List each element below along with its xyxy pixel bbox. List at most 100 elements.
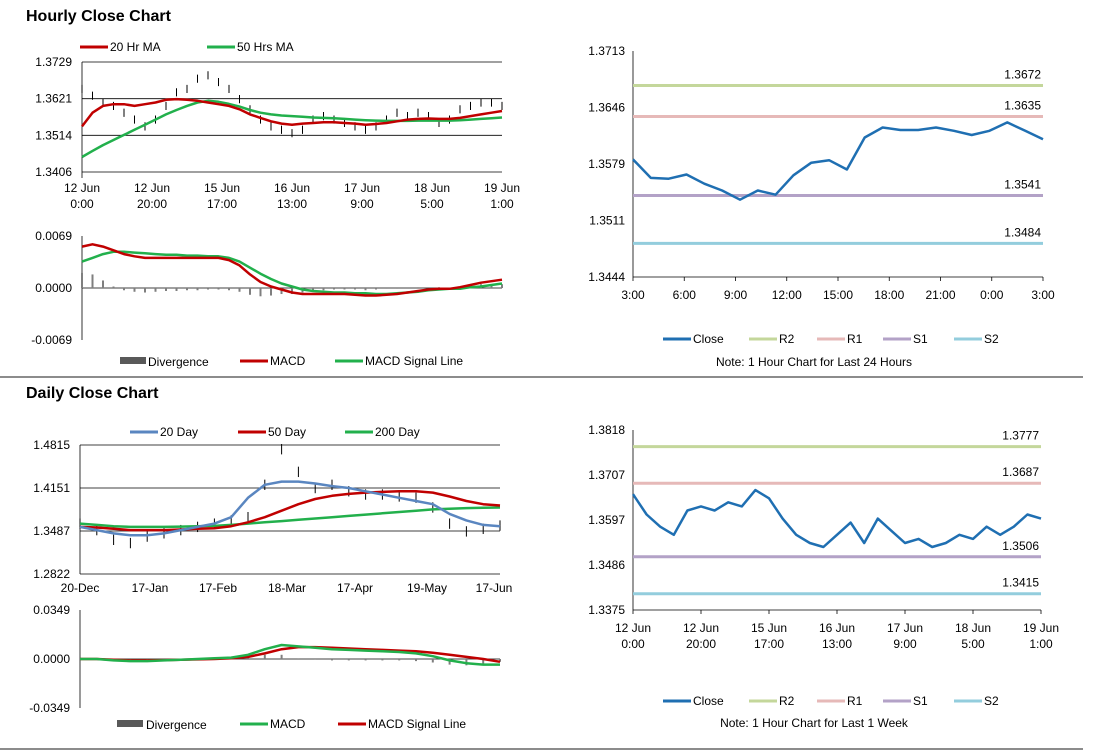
daily-week-xtick-day: 16 Jun: [819, 621, 855, 635]
daily-week-level-label-s1: 1.3506: [1002, 539, 1039, 553]
daily-week-xtick-day: 15 Jun: [751, 621, 787, 635]
hourly-price-xtick-day: 16 Jun: [274, 181, 310, 195]
daily-week-legend-s2-label: S2: [984, 694, 999, 708]
daily-week-xtick-day: 19 Jun: [1023, 621, 1059, 635]
hourly-24h-ytick-3: 1.3511: [589, 214, 625, 228]
daily-section-title: Daily Close Chart: [26, 385, 159, 402]
daily-week-close-line: [631, 488, 1042, 549]
daily-macd-ytick: 0.0000: [33, 652, 70, 666]
daily-price-xtick: 17-Jun: [476, 581, 513, 595]
daily-week-xtick-time: 5:00: [961, 637, 985, 651]
hourly-24h-ytick-2: 1.3579: [588, 157, 625, 171]
daily-legend-divergence-swatch: [117, 720, 143, 727]
daily-price-xtick: 17-Jan: [132, 581, 169, 595]
legend-signal-label: MACD Signal Line: [365, 354, 463, 368]
hourly-24h-xtick: 21:00: [925, 288, 955, 302]
hourly-price-xtick-day: 12 Jun: [64, 181, 100, 195]
legend-20day-label: 20 Day: [160, 425, 198, 439]
hourly-price-xtick-time: 9:00: [350, 197, 374, 211]
hourly-24h-ytick-1: 1.3646: [588, 101, 625, 115]
hourly-price-xtick-time: 1:00: [490, 197, 514, 211]
legend-20hr-ma-label: 20 Hr MA: [110, 40, 161, 54]
section-divider: [0, 376, 1083, 378]
daily-macd-line: [80, 643, 500, 666]
hourly-macd-ytick: 0.0069: [35, 229, 72, 243]
daily-ma50-line: [79, 490, 501, 532]
daily-week-level-label-s2: 1.3415: [1002, 576, 1039, 590]
daily-week-legend-r2-label: R2: [779, 694, 795, 708]
legend-macd-label: MACD: [270, 354, 306, 368]
daily-week-legend-close-label: Close: [693, 694, 724, 708]
daily-price-xtick: 20-Dec: [61, 581, 100, 595]
legend-50hrs-ma-label: 50 Hrs MA: [237, 40, 294, 54]
daily-week-xtick-day: 12 Jun: [615, 621, 651, 635]
daily-price-xtick: 17-Apr: [337, 581, 373, 595]
hourly-price-xtick-day: 18 Jun: [414, 181, 450, 195]
hourly-24h-xtick: 15:00: [823, 288, 853, 302]
daily-macd-ytick: 0.0349: [33, 603, 70, 617]
daily-week-note: Note: 1 Hour Chart for Last 1 Week: [720, 716, 909, 730]
hourly-24h-xtick: 9:00: [724, 288, 748, 302]
hourly-24h-xtick: 12:00: [772, 288, 802, 302]
hourly-24h-xtick: 3:00: [1031, 288, 1055, 302]
daily-ma200-line: [79, 506, 501, 529]
daily-week-ytick-2: 1.3597: [588, 513, 625, 527]
hourly-24h-legend-r1-label: R1: [847, 332, 863, 346]
daily-week-xtick-time: 20:00: [686, 637, 716, 651]
daily-price-ytick-2: 1.3487: [33, 524, 70, 538]
daily-week-ytick-0: 1.3818: [588, 423, 625, 437]
daily-signal-line: [80, 645, 501, 664]
hourly-24h-level-label-s2: 1.3484: [1004, 225, 1041, 239]
daily-price-xtick: 18-Mar: [268, 581, 306, 595]
daily-week-level-label-r2: 1.3777: [1002, 429, 1039, 443]
daily-price-xtick: 19-May: [407, 581, 447, 595]
daily-week-xtick-day: 12 Jun: [683, 621, 719, 635]
hourly-price-xtick-time: 5:00: [420, 197, 444, 211]
daily-week-xtick-time: 1:00: [1029, 637, 1053, 651]
hourly-price-xtick-time: 17:00: [207, 197, 237, 211]
daily-price-ytick-0: 1.4815: [33, 438, 70, 452]
daily-price-xtick: 17-Feb: [199, 581, 237, 595]
daily-week-legend-s1-label: S1: [913, 694, 928, 708]
daily-week-ytick-1: 1.3707: [588, 468, 625, 482]
legend-200day-label: 200 Day: [375, 425, 420, 439]
hourly-24h-xtick: 0:00: [980, 288, 1004, 302]
hourly-24h-legend-close-label: Close: [693, 332, 724, 346]
hourly-24h-xtick: 18:00: [874, 288, 904, 302]
hourly-price-xtick-day: 19 Jun: [484, 181, 520, 195]
daily-week-ytick-4: 1.3375: [588, 603, 625, 617]
legend-divergence-swatch: [120, 357, 146, 364]
hourly-24h-legend-s2-label: S2: [984, 332, 999, 346]
hourly-price-ytick-3: 1.3406: [35, 165, 72, 179]
hourly-24h-level-label-s1: 1.3541: [1004, 178, 1041, 192]
hourly-macd-ytick: -0.0069: [31, 333, 72, 347]
daily-week-xtick-day: 17 Jun: [887, 621, 923, 635]
hourly-24h-note: Note: 1 Hour Chart for Last 24 Hours: [716, 355, 912, 369]
hourly-24h-xtick: 3:00: [621, 288, 645, 302]
hourly-macd-line: [81, 243, 503, 297]
daily-price-ytick-3: 1.2822: [33, 567, 70, 581]
hourly-24h-legend-s1-label: S1: [913, 332, 928, 346]
hourly-price-ytick-0: 1.3729: [35, 55, 72, 69]
daily-legend-macd-label: MACD: [270, 717, 306, 731]
hourly-24h-legend-r2-label: R2: [779, 332, 795, 346]
daily-macd-ytick: -0.0349: [29, 701, 70, 715]
daily-week-legend-r1-label: R1: [847, 694, 863, 708]
daily-week-xtick-day: 18 Jun: [955, 621, 991, 635]
hourly-24h-close-line: [632, 121, 1044, 201]
legend-50day-label: 50 Day: [268, 425, 306, 439]
daily-week-ytick-3: 1.3486: [588, 558, 625, 572]
daily-week-level-label-r1: 1.3687: [1002, 465, 1039, 479]
hourly-price-ytick-2: 1.3514: [35, 128, 72, 142]
hourly-24h-level-label-r1: 1.3635: [1004, 99, 1041, 113]
hourly-price-xtick-day: 17 Jun: [344, 181, 380, 195]
hourly-price-xtick-day: 15 Jun: [204, 181, 240, 195]
daily-week-xtick-time: 0:00: [621, 637, 645, 651]
daily-week-xtick-time: 9:00: [893, 637, 917, 651]
daily-ma20-line: [79, 480, 501, 537]
hourly-section-title: Hourly Close Chart: [26, 8, 171, 25]
daily-legend-signal-label: MACD Signal Line: [368, 717, 466, 731]
hourly-ma50-line: [81, 99, 503, 159]
hourly-price-ytick-1: 1.3621: [35, 92, 72, 106]
